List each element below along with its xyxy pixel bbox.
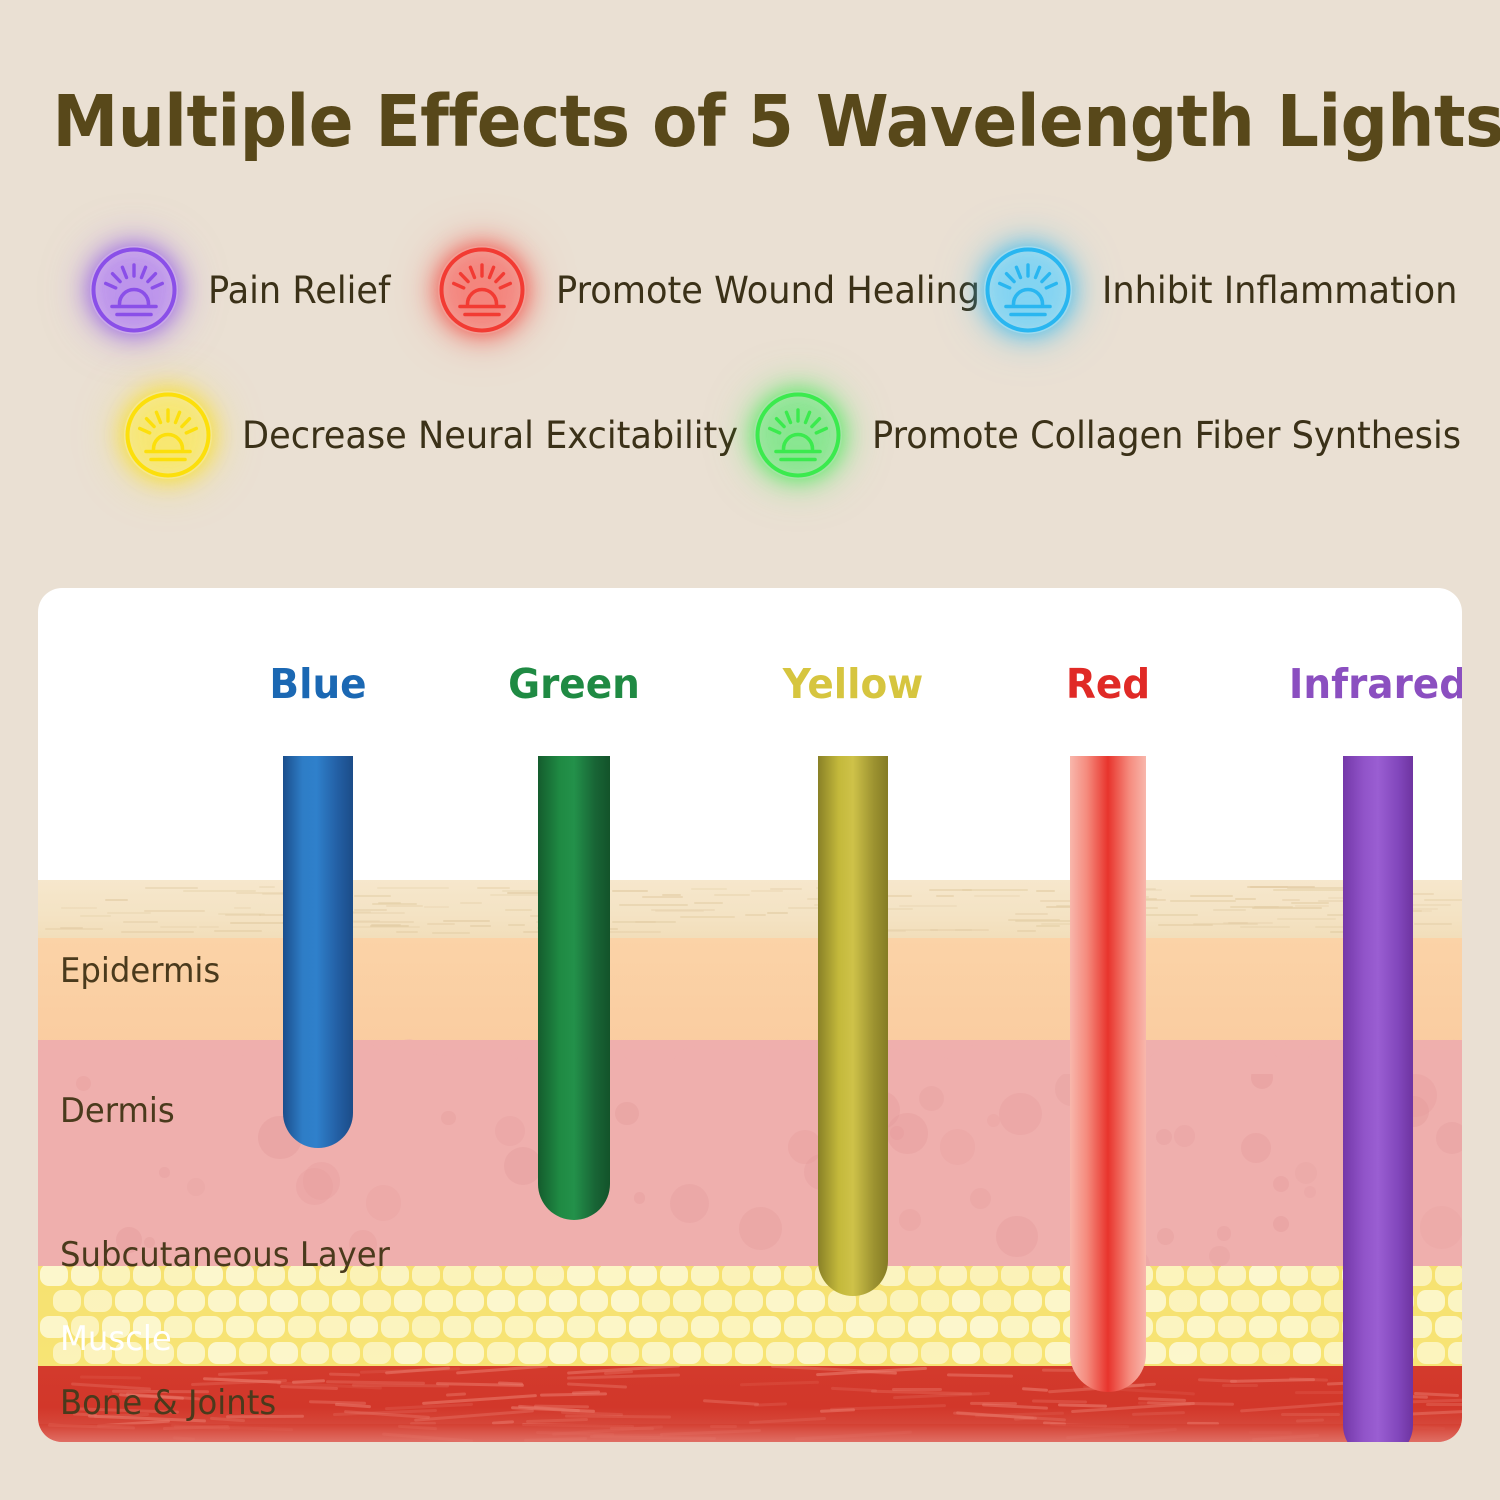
wavelength-label-green: Green <box>508 660 640 708</box>
layer-label-bone-joints: Bone & Joints <box>60 1383 276 1423</box>
benefit-item-5: Promote Collagen Fiber Synthesis <box>748 385 1492 485</box>
benefit-label: Promote Wound Healing <box>556 269 980 312</box>
layer-label-dermis: Dermis <box>60 1091 175 1131</box>
benefit-label: Pain Relief <box>208 269 390 312</box>
sunrise-icon <box>118 385 218 485</box>
benefit-item-4: Decrease Neural Excitability <box>118 385 764 485</box>
sunrise-icon <box>432 240 532 340</box>
benefit-item-1: Pain Relief <box>84 240 400 340</box>
layer-label-epidermis: Epidermis <box>60 951 220 991</box>
wavelength-labels: Blue Green Yellow Red Infrared <box>38 588 1462 1442</box>
wavelength-label-blue: Blue <box>269 660 366 708</box>
infographic-page: Multiple Effects of 5 Wavelength Lights … <box>0 0 1500 1500</box>
sunrise-icon <box>84 240 184 340</box>
benefit-item-3: Inhibit Inflammation <box>978 240 1476 340</box>
page-title: Multiple Effects of 5 Wavelength Lights <box>53 80 1448 163</box>
sunrise-icon <box>748 385 848 485</box>
wavelength-label-yellow: Yellow <box>783 660 923 708</box>
layer-label-subcutaneous-layer: Subcutaneous Layer <box>60 1235 390 1275</box>
benefit-label: Inhibit Inflammation <box>1102 269 1457 312</box>
benefit-label: Promote Collagen Fiber Synthesis <box>872 414 1461 457</box>
skin-penetration-card: Blue Green Yellow Red Infrared Epidermis Derm… <box>38 588 1462 1442</box>
wavelength-label-red: Red <box>1066 660 1150 708</box>
wavelength-label-infrared: Infrared <box>1289 660 1462 708</box>
benefit-item-2: Promote Wound Healing <box>432 240 1002 340</box>
sunrise-icon <box>978 240 1078 340</box>
benefit-label: Decrease Neural Excitability <box>242 414 738 457</box>
layer-label-muscle: Muscle <box>60 1319 172 1359</box>
